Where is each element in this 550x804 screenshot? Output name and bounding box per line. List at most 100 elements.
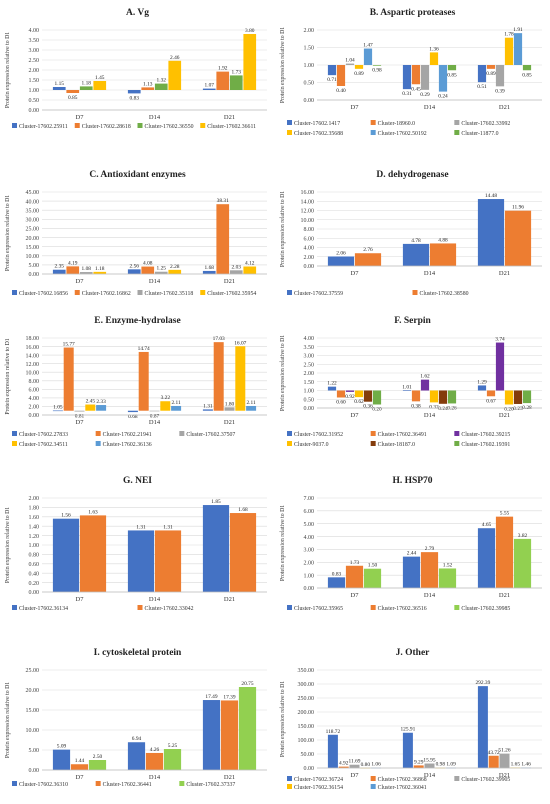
data-label: 2.28 <box>170 264 180 270</box>
bar <box>202 409 213 411</box>
chart-g: G. NEI 0.00 0.20 0.40 0.60 0.80 1.00 1.20 1.40 1.… <box>5 476 267 612</box>
data-label: 0.87 <box>150 413 160 419</box>
data-label: 0.40 <box>336 88 346 94</box>
y-tick-label: 1.50 <box>29 78 40 84</box>
x-tick-label: D7 <box>351 772 360 779</box>
legend-entry: Cluster-17602.39905 <box>461 777 510 783</box>
y-tick-label: 0.00 <box>29 768 40 774</box>
bar <box>96 405 107 411</box>
data-label: 292.39 <box>475 680 490 686</box>
y-tick-label: 250.00 <box>298 696 315 702</box>
legend-swatch <box>95 441 101 446</box>
y-tick-label: 2.00 <box>29 68 40 74</box>
y-tick-label: 45.00 <box>26 190 40 196</box>
bar <box>327 65 337 76</box>
data-label: 6.94 <box>132 736 142 742</box>
x-tick-label: D21 <box>224 419 235 426</box>
legend-entry: Cluster-17602.33042 <box>145 606 194 612</box>
x-tick-label: D7 <box>76 419 85 426</box>
y-tick-label: 0.00 <box>29 108 40 114</box>
legend-swatch <box>370 605 376 610</box>
y-tick-label: 3.50 <box>304 345 315 351</box>
data-label: 1.91 <box>513 27 523 33</box>
legend-entry: Cluster-17602.37559 <box>294 291 343 297</box>
data-label: 3.82 <box>518 533 528 539</box>
y-tick-label: 25.00 <box>26 668 40 674</box>
legend-entry: Cluster-17602.38580 <box>420 291 469 297</box>
data-label: 4.19 <box>68 260 78 266</box>
bar <box>52 410 63 412</box>
data-label: 51.26 <box>498 748 510 754</box>
y-axis-label: Protein expression relative to D1 <box>5 32 11 108</box>
y-tick-label: 12.00 <box>26 362 40 368</box>
data-label: 1.45 <box>95 75 105 81</box>
data-label: 0.31 <box>402 91 412 97</box>
data-label: 11.69 <box>349 759 361 765</box>
x-tick-label: D21 <box>499 104 510 111</box>
y-axis-label: Protein expression relative to D1 <box>280 27 286 103</box>
legend-swatch <box>370 120 376 125</box>
y-tick-label: 300.00 <box>298 682 315 688</box>
bar <box>402 732 413 768</box>
bar <box>141 266 155 274</box>
chart-e: E. Enzyme-hydrolase 0.00 2.00 4.00 6.00 8.00 1… <box>5 316 267 448</box>
bar <box>345 565 364 588</box>
bar <box>424 763 435 768</box>
bar <box>154 83 168 90</box>
chart-title: G. NEI <box>123 476 152 486</box>
y-tick-label: 1.20 <box>29 534 40 540</box>
bar <box>372 390 382 405</box>
y-tick-label: 1.80 <box>29 506 40 512</box>
data-label: 1.50 <box>368 563 378 569</box>
bar <box>52 749 71 770</box>
legend-swatch <box>454 431 460 436</box>
y-tick-label: 12.00 <box>301 209 315 215</box>
bar <box>52 87 66 90</box>
data-label: 1.31 <box>203 403 213 409</box>
data-label: 1.44 <box>75 758 85 764</box>
x-tick-label: D14 <box>424 412 436 419</box>
bar <box>477 65 487 83</box>
y-tick-label: 1.50 <box>304 46 315 52</box>
y-tick-label: 2.00 <box>29 496 40 502</box>
bar <box>79 272 93 274</box>
bar <box>477 385 487 391</box>
bar <box>420 552 439 588</box>
data-label: 4.26 <box>150 747 160 753</box>
data-label: 16.07 <box>234 340 246 346</box>
legend-swatch <box>287 784 292 789</box>
x-tick-label: D7 <box>76 278 85 285</box>
legend-swatch <box>12 431 17 436</box>
y-tick-label: 0.60 <box>29 562 40 568</box>
legend-entry: Cluster-17602.25911 <box>19 124 68 130</box>
data-label: 0.60 <box>336 400 346 406</box>
data-label: 1.52 <box>443 562 453 568</box>
legend-entry: Cluster-17602.37507 <box>186 432 235 438</box>
bar <box>486 390 496 397</box>
legend-swatch <box>287 290 292 295</box>
bar <box>513 33 523 65</box>
y-tick-label: 3.50 <box>29 38 40 44</box>
bar <box>327 256 355 266</box>
data-label: 2.06 <box>336 250 346 256</box>
y-tick-label: 0.00 <box>29 413 40 419</box>
data-label: 0.89 <box>486 71 496 77</box>
bar <box>202 270 216 274</box>
bar <box>477 528 496 588</box>
bar <box>402 556 421 588</box>
bar <box>513 390 523 404</box>
data-label: 0.85 <box>522 72 532 78</box>
data-label: 2.03 <box>232 264 242 270</box>
y-tick-label: 10.00 <box>26 370 40 376</box>
legend-swatch <box>137 290 143 295</box>
legend-swatch <box>287 130 292 135</box>
legend-swatch <box>287 605 292 610</box>
x-tick-label: D7 <box>76 774 85 781</box>
data-label: 4.78 <box>411 238 421 244</box>
bar <box>447 65 457 71</box>
bar <box>354 253 382 266</box>
bar <box>477 199 505 266</box>
legend-swatch <box>137 123 143 128</box>
data-label: 1.09 <box>446 762 456 768</box>
y-tick-label: 2.00 <box>29 405 40 411</box>
